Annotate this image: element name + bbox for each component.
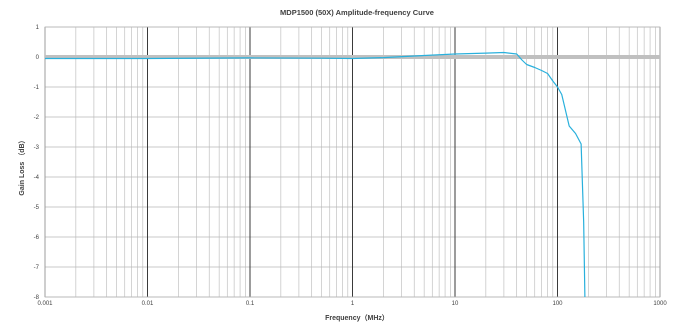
y-tick-label: -3 [34, 145, 40, 151]
chart-title: MDP1500 (50X) Amplitude-frequency Curve [280, 8, 434, 17]
plot-border [44, 26, 661, 298]
x-tick-label: 1000 [653, 301, 667, 307]
x-axis-ticks: 0.001 0.01 0.1 1 10 100 1000 [37, 301, 667, 307]
y-tick-label: -5 [34, 205, 40, 211]
y-tick-label: 1 [36, 25, 40, 31]
y-tick-label: -2 [34, 115, 40, 121]
y-axis-title: Gain Loss （dB） [18, 136, 26, 195]
x-tick-label: 100 [552, 301, 563, 307]
series-line-gain-loss [45, 51, 586, 298]
y-tick-label: 0 [36, 55, 40, 61]
grid [44, 26, 661, 298]
y-tick-label: -1 [34, 85, 40, 91]
x-tick-label: 0.01 [142, 301, 154, 307]
y-tick-label: -8 [34, 295, 40, 301]
y-tick-label: -4 [34, 175, 40, 181]
x-tick-label: 10 [452, 301, 459, 307]
y-axis-ticks: 1 0 -1 -2 -3 -4 -5 -6 -7 -8 [34, 25, 40, 301]
x-tick-label: 0.001 [37, 301, 53, 307]
x-tick-label: 0.1 [246, 301, 255, 307]
y-tick-label: -7 [34, 265, 40, 271]
y-tick-label: -6 [34, 235, 40, 241]
x-tick-label: 1 [351, 301, 355, 307]
series [45, 51, 660, 298]
x-axis-title: Frequency（MHz） [325, 314, 389, 322]
